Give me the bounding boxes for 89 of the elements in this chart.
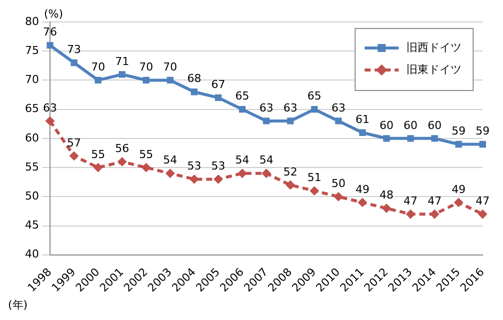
data-label: 48 — [380, 188, 394, 202]
y-axis-title: (%) — [44, 7, 64, 20]
point — [311, 106, 318, 113]
point — [214, 94, 222, 102]
data-label: 54 — [163, 154, 178, 167]
point — [358, 198, 367, 207]
y-tick-label: 80 — [24, 14, 39, 28]
x-axis-title: (年) — [8, 298, 28, 312]
data-label: 73 — [67, 43, 82, 56]
point — [454, 198, 464, 207]
point — [382, 204, 392, 213]
point — [263, 118, 270, 124]
point — [287, 118, 294, 124]
point — [479, 140, 486, 148]
data-label: 49 — [452, 182, 466, 196]
point — [238, 168, 247, 178]
point — [166, 168, 175, 178]
y-tick-label: 50 — [24, 190, 39, 203]
data-label: 63 — [42, 101, 57, 114]
y-tick-label: 60 — [24, 131, 39, 144]
data-label: 65 — [307, 90, 322, 103]
point — [166, 76, 174, 84]
point — [359, 129, 366, 136]
point — [238, 106, 246, 113]
data-label: 63 — [283, 101, 298, 114]
data-label: 47 — [404, 194, 418, 208]
data-label: 53 — [187, 160, 202, 173]
data-label: 54 — [235, 154, 250, 167]
data-label: 54 — [259, 154, 274, 167]
data-label: 68 — [187, 72, 202, 86]
data-label: 76 — [42, 26, 57, 39]
point — [214, 174, 223, 184]
data-label: 47 — [428, 194, 442, 208]
data-label: 59 — [476, 124, 490, 138]
y-tick-label: 55 — [24, 160, 39, 174]
point — [262, 168, 271, 178]
point — [142, 163, 151, 172]
point — [430, 210, 440, 219]
data-label: 70 — [139, 60, 154, 74]
point — [310, 186, 319, 196]
y-tick-label: 45 — [24, 218, 39, 232]
data-label: 50 — [331, 177, 346, 190]
data-label: 70 — [91, 60, 106, 74]
y-tick-label: 65 — [24, 102, 39, 116]
data-label: 47 — [476, 194, 490, 208]
legend-label: 旧東ドイツ — [406, 62, 462, 76]
data-label: 63 — [331, 101, 346, 114]
data-label: 56 — [115, 142, 130, 156]
point — [334, 192, 343, 202]
data-label: 49 — [355, 182, 370, 196]
point — [335, 118, 342, 124]
data-label: 70 — [163, 60, 178, 74]
data-label: 51 — [307, 171, 322, 184]
y-tick-label: 70 — [24, 73, 39, 86]
data-label: 55 — [91, 148, 106, 161]
data-label: 61 — [355, 112, 370, 126]
data-label: 67 — [211, 78, 226, 92]
point — [190, 174, 199, 184]
data-label: 71 — [115, 54, 130, 68]
legend-label: 旧西ドイツ — [406, 40, 462, 54]
point — [46, 42, 54, 49]
point — [190, 88, 198, 96]
point — [118, 71, 126, 78]
point — [118, 157, 127, 166]
data-label: 60 — [380, 118, 394, 132]
point — [286, 180, 295, 190]
point — [406, 210, 416, 219]
point — [142, 76, 150, 84]
point — [70, 59, 78, 66]
data-label: 60 — [428, 118, 442, 132]
data-label: 53 — [211, 160, 226, 173]
y-tick-label: 75 — [24, 44, 39, 57]
point — [45, 116, 54, 126]
data-label: 60 — [404, 118, 418, 132]
point — [383, 135, 390, 142]
data-label: 55 — [139, 148, 154, 161]
point — [94, 163, 103, 172]
point — [478, 210, 488, 219]
point — [455, 140, 462, 148]
data-label: 57 — [67, 136, 82, 150]
point — [407, 135, 414, 142]
data-label: 63 — [259, 101, 274, 114]
point — [431, 135, 438, 142]
y-tick-label: 40 — [24, 248, 39, 261]
point — [94, 76, 102, 84]
data-label: 59 — [452, 124, 466, 138]
data-label: 65 — [235, 90, 250, 103]
point — [70, 151, 79, 160]
data-label: 52 — [283, 165, 298, 178]
